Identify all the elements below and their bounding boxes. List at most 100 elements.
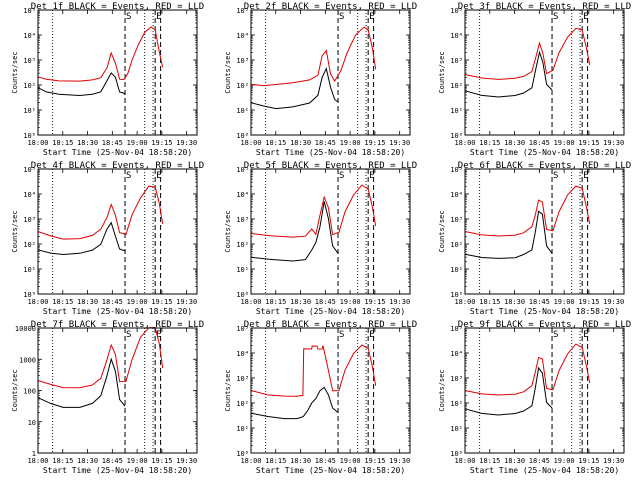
- plot-frame: [250, 168, 411, 295]
- x-tick-label: 19:00: [554, 298, 575, 306]
- y-tick-label: 10⁴: [23, 32, 36, 40]
- marker-e: E: [156, 12, 161, 22]
- y-tick-label: 10¹: [23, 266, 36, 274]
- marker-e: E: [583, 12, 588, 22]
- y-tick-label: 10²: [23, 241, 36, 249]
- series-line-red: [250, 184, 377, 238]
- y-tick-label: 10¹: [450, 266, 463, 274]
- series-line-red: [250, 344, 377, 397]
- x-axis-label: Start Time (25-Nov-04 18:58:20): [470, 307, 619, 316]
- series-line-black: [250, 386, 339, 420]
- marker-s: S: [339, 330, 344, 340]
- series-line-black: [37, 357, 126, 408]
- chart-title: Det 9f BLACK = Events, RED = LLD: [458, 320, 631, 330]
- x-tick-label: 18:15: [265, 298, 286, 306]
- marker-s: S: [126, 330, 131, 340]
- x-tick-label: 18:45: [102, 457, 123, 465]
- x-tick-label: 18:30: [290, 298, 311, 306]
- plot-frame: [37, 327, 198, 454]
- marker-s: S: [553, 330, 558, 340]
- series-line-red: [250, 26, 377, 87]
- y-axis-label: Counts/sec: [11, 210, 19, 252]
- y-tick-label: 10⁰: [450, 132, 463, 140]
- x-tick-label: 19:00: [340, 139, 361, 147]
- chart-panel-6: Det 6f BLACK = Events, RED = LLD Counts/s…: [438, 161, 631, 316]
- y-tick-label: 10000: [15, 325, 36, 333]
- y-axis-label: Counts/sec: [224, 51, 232, 93]
- x-tick-label: 19:00: [127, 457, 148, 465]
- marker-e: E: [369, 330, 374, 340]
- x-tick-label: 18:30: [77, 139, 98, 147]
- chart-panel-7: Det 7f BLACK = Events, RED = LLD Counts/s…: [11, 320, 204, 475]
- y-tick-label: 10²: [450, 400, 463, 408]
- x-tick-label: 18:15: [52, 139, 73, 147]
- chart-title: Det 8f BLACK = Events, RED = LLD: [244, 320, 417, 330]
- y-axis-label: Counts/sec: [11, 369, 19, 411]
- y-tick-label: 10⁵: [236, 166, 249, 174]
- series-line-black: [464, 210, 553, 259]
- y-tick-label: 10¹: [23, 107, 36, 115]
- x-axis-label: Start Time (25-Nov-04 18:58:20): [470, 466, 619, 475]
- x-tick-label: 19:15: [364, 139, 385, 147]
- x-tick-label: 18:45: [315, 298, 336, 306]
- chart-title: Det 1f BLACK = Events, RED = LLD: [31, 2, 204, 12]
- plot-frame: [464, 168, 625, 295]
- y-tick-label: 10⁴: [450, 32, 463, 40]
- x-tick-label: 18:00: [27, 298, 48, 306]
- y-tick-label: 1000: [19, 356, 36, 364]
- y-tick-label: 10⁴: [23, 191, 36, 199]
- chart-title: Det 3f BLACK = Events, RED = LLD: [458, 2, 631, 12]
- x-axis-label: Start Time (25-Nov-04 18:58:20): [470, 148, 619, 157]
- marker-s: S: [553, 12, 558, 22]
- y-axis-label: Counts/sec: [11, 51, 19, 93]
- series-line-black: [250, 66, 339, 110]
- chart-title: Det 4f BLACK = Events, RED = LLD: [31, 161, 204, 171]
- y-tick-label: 10⁴: [236, 32, 249, 40]
- y-tick-label: 10²: [236, 400, 249, 408]
- y-tick-label: 10⁴: [450, 191, 463, 199]
- x-axis-label: Start Time (25-Nov-04 18:58:20): [256, 148, 405, 157]
- y-tick-label: 10⁴: [236, 350, 249, 358]
- x-tick-label: 18:15: [52, 298, 73, 306]
- x-tick-label: 18:30: [504, 457, 525, 465]
- chart-title: Det 6f BLACK = Events, RED = LLD: [458, 161, 631, 171]
- y-tick-label: 10³: [23, 57, 36, 65]
- x-tick-label: 19:15: [364, 298, 385, 306]
- y-tick-label: 10⁴: [450, 350, 463, 358]
- y-tick-label: 10³: [23, 216, 36, 224]
- x-tick-label: 18:00: [27, 139, 48, 147]
- y-tick-label: 10¹: [236, 107, 249, 115]
- y-tick-label: 10³: [450, 57, 463, 65]
- marker-s: S: [339, 12, 344, 22]
- chart-panel-4: Det 4f BLACK = Events, RED = LLD Counts/s…: [11, 161, 204, 316]
- marker-e: E: [156, 171, 161, 181]
- y-tick-label: 10⁰: [236, 450, 249, 458]
- x-tick-label: 18:45: [529, 298, 550, 306]
- x-tick-label: 19:30: [389, 139, 410, 147]
- x-axis-label: Start Time (25-Nov-04 18:58:20): [43, 466, 192, 475]
- x-tick-label: 19:00: [340, 457, 361, 465]
- x-tick-label: 18:15: [479, 298, 500, 306]
- chart-title: Det 7f BLACK = Events, RED = LLD: [31, 320, 204, 330]
- y-tick-label: 10⁵: [23, 7, 36, 15]
- series-line-black: [37, 72, 126, 97]
- y-tick-label: 10⁵: [23, 166, 36, 174]
- x-tick-label: 18:30: [77, 457, 98, 465]
- x-axis-label: Start Time (25-Nov-04 18:58:20): [256, 307, 405, 316]
- y-tick-label: 10³: [450, 375, 463, 383]
- x-tick-label: 18:00: [454, 139, 475, 147]
- x-tick-label: 19:30: [603, 139, 624, 147]
- y-tick-label: 1: [32, 450, 36, 458]
- x-tick-label: 19:15: [364, 457, 385, 465]
- x-tick-label: 18:00: [240, 298, 261, 306]
- x-tick-label: 19:30: [389, 298, 410, 306]
- y-tick-label: 10⁵: [450, 7, 463, 15]
- plot-frame: [250, 9, 411, 136]
- y-tick-label: 10⁰: [236, 132, 249, 140]
- x-tick-label: 18:45: [529, 139, 550, 147]
- x-tick-label: 19:30: [176, 298, 197, 306]
- y-tick-label: 10⁰: [23, 132, 36, 140]
- y-tick-label: 10²: [23, 82, 36, 90]
- x-axis-label: Start Time (25-Nov-04 18:58:20): [43, 307, 192, 316]
- y-tick-label: 10¹: [450, 425, 463, 433]
